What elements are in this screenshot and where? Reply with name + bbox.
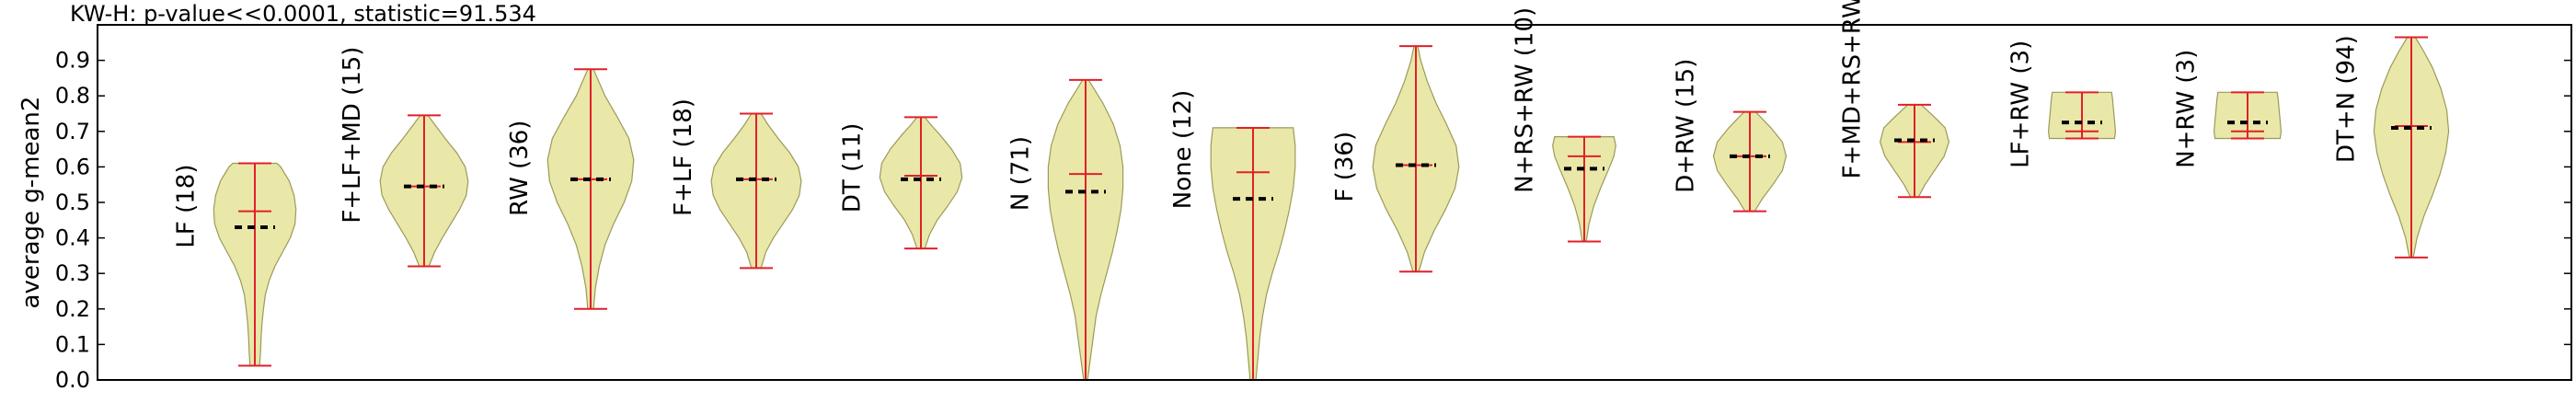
violin-label: F (36) xyxy=(1331,132,1359,202)
violin-group: N+RW (3) xyxy=(2173,50,2283,168)
y-axis-ticks: 0.0 0.1 0.2 0.3 0.4 0.5 0.6 0.7 0.8 0.9 xyxy=(55,48,2571,393)
violin-group: N+RS+RW (10) xyxy=(1512,7,1616,243)
violin-label: None (12) xyxy=(1169,90,1197,209)
y-tick-label: 0.7 xyxy=(55,119,90,144)
violin-label: F+MD+RS+RW (15) xyxy=(1839,0,1867,178)
violin-group: N (71) xyxy=(1006,78,1124,381)
y-tick-label: 0.6 xyxy=(55,154,90,179)
violin-label: N (71) xyxy=(1006,136,1034,211)
violin-label: N+RS+RW (10) xyxy=(1512,7,1539,193)
y-tick-label: 0.5 xyxy=(55,190,90,215)
y-axis-label: average g-mean2 xyxy=(17,97,45,309)
y-tick-label: 0.3 xyxy=(55,260,90,286)
y-tick-label: 0.8 xyxy=(55,83,90,109)
violin-label: LF+RW (3) xyxy=(2007,40,2035,168)
violin-group: F+LF (18) xyxy=(670,98,802,270)
plot-frame xyxy=(97,24,2572,381)
y-tick-label: 0.9 xyxy=(55,48,90,74)
y-tick-label: 0.2 xyxy=(55,296,90,322)
violin-label: D+RW (15) xyxy=(1673,59,1700,193)
violin-group: RW (36) xyxy=(506,68,635,310)
violin-label: N+RW (3) xyxy=(2173,50,2201,168)
violin-label: F+LF+MD (15) xyxy=(339,47,366,224)
violin-group: LF (18) xyxy=(172,162,297,367)
chart-title: KW-H: p-value<<0.0001, statistic=91.534 xyxy=(70,1,536,27)
violin-label: F+LF (18) xyxy=(670,98,697,216)
violin-group: DT+N (94) xyxy=(2332,35,2450,259)
violin-group: D+RW (15) xyxy=(1673,59,1788,213)
violin-group: F (36) xyxy=(1331,45,1460,273)
violin-label: DT+N (94) xyxy=(2332,35,2360,163)
violin-label: RW (36) xyxy=(506,121,534,216)
y-tick-label: 0.1 xyxy=(55,331,90,357)
y-tick-label: 0.0 xyxy=(55,367,90,393)
violin-group: F+MD+RS+RW (15) xyxy=(1839,0,1950,199)
violins: LF (18) F+LF+MD (15) RW (36) F+LF (18) DT (1… xyxy=(172,0,2450,381)
violin-group: LF+RW (3) xyxy=(2007,40,2117,168)
violin-group: None (12) xyxy=(1169,90,1296,381)
violin-group: F+LF+MD (15) xyxy=(339,47,469,268)
violin-label: LF (18) xyxy=(172,165,200,248)
y-tick-label: 0.4 xyxy=(55,225,90,251)
y-axis-label-group: average g-mean2 xyxy=(17,97,45,309)
violin-group: DT (11) xyxy=(838,116,963,250)
violin-label: DT (11) xyxy=(838,123,866,213)
